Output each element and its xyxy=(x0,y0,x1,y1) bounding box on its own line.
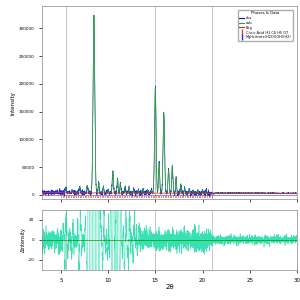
Y-axis label: Intensity: Intensity xyxy=(11,91,16,115)
Legend: obs, calc, Bkg, Citric Acid H3 C6 H5 O7, MgHcitrate(H2O)(OH)(H2): obs, calc, Bkg, Citric Acid H3 C6 H5 O7,… xyxy=(238,10,293,41)
Y-axis label: ΔIntensity: ΔIntensity xyxy=(21,227,26,252)
X-axis label: 2θ: 2θ xyxy=(165,284,174,290)
